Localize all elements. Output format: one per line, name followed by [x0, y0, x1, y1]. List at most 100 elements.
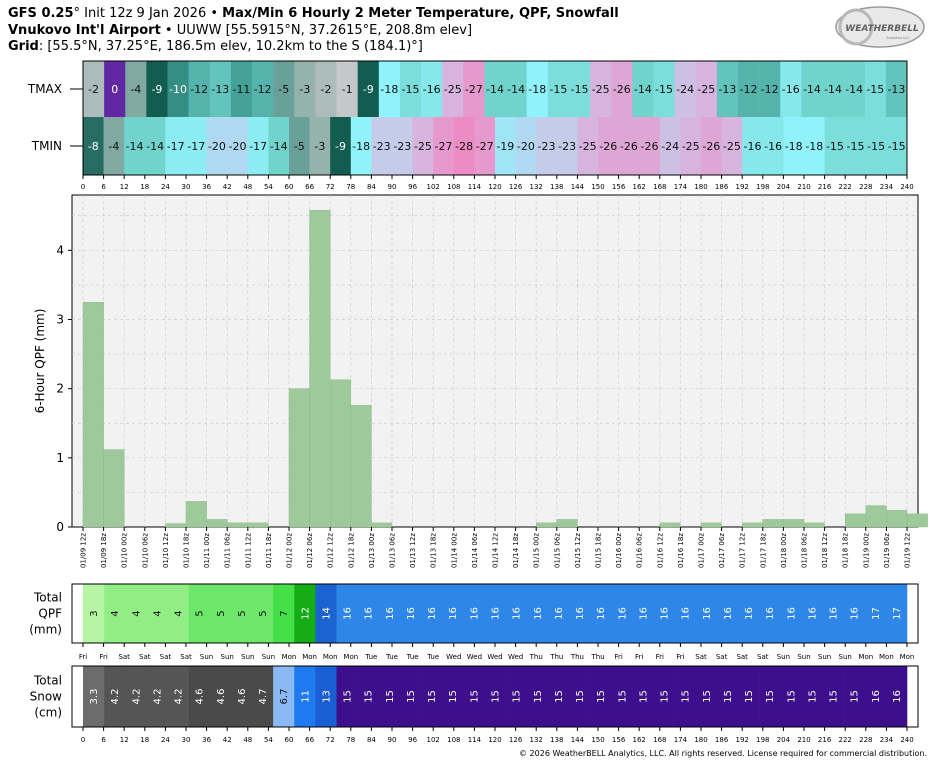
hour-tick-label: 228: [859, 736, 872, 744]
hour-tick-label: 120: [488, 736, 501, 744]
tmin-value: -18: [352, 140, 370, 153]
hour-tick-label: 36: [202, 736, 211, 744]
accum-cell: [695, 666, 718, 727]
qpf-bar: [226, 522, 248, 528]
tmin-value: -27: [435, 140, 453, 153]
tmin-value: -17: [187, 140, 205, 153]
accum-value: 4: [174, 610, 185, 616]
temp-cell: [804, 117, 825, 175]
accum-cell: [780, 666, 802, 727]
x-tick-label: 01/17 00z: [698, 533, 706, 568]
accum-label: Total: [33, 591, 62, 605]
tmax-value: -18: [380, 83, 398, 96]
accum-value: 17: [871, 607, 882, 620]
temp-cell: [484, 61, 506, 117]
accum-value: 16: [575, 607, 586, 620]
hour-tick-label: 66: [305, 183, 314, 191]
day-label: Fri: [614, 653, 622, 661]
x-tick-label: 01/12 18z: [347, 533, 355, 568]
tmax-value: -14: [507, 83, 525, 96]
tmin-value: -17: [167, 140, 185, 153]
hour-tick-label: 78: [346, 183, 355, 191]
accum-cell: [885, 666, 908, 727]
day-label: Mon: [323, 653, 338, 661]
temp-cell: [716, 61, 739, 117]
hour-tick-label: 48: [243, 736, 252, 744]
hour-tick-label: 162: [633, 183, 646, 191]
accum-value: 16: [892, 690, 903, 703]
tmax-value: -3: [299, 83, 310, 96]
accum-value: 7: [279, 610, 290, 616]
day-label: Sat: [139, 653, 151, 661]
x-tick-label: 01/13 18z: [430, 533, 438, 568]
x-tick-label: 01/09 12z: [80, 533, 88, 568]
accum-cell: [674, 584, 697, 643]
x-tick-label: 01/13 00z: [368, 533, 376, 568]
day-label: Mon: [879, 653, 894, 661]
qpf-bar: [762, 519, 784, 528]
hour-tick-label: 144: [571, 183, 585, 191]
tmin-value: -16: [764, 140, 782, 153]
temp-cell: [568, 61, 591, 117]
accum-cell: [568, 584, 591, 643]
hour-tick-label: 150: [591, 183, 604, 191]
accum-cell: [611, 666, 633, 727]
temp-cell: [701, 117, 722, 175]
tmax-value: -15: [402, 83, 420, 96]
y-tick-label: 3: [56, 313, 64, 327]
day-label: Fri: [676, 653, 684, 661]
accum-cell: [442, 584, 464, 643]
accum-cell: [822, 584, 844, 643]
temp-cell: [547, 61, 570, 117]
x-tick-label: 01/12 00z: [286, 533, 294, 568]
qpf-bar: [845, 513, 867, 528]
accum-value: 16: [638, 607, 649, 620]
temp-cell: [442, 61, 464, 117]
accum-value: 15: [596, 690, 607, 703]
hour-tick-label: 90: [388, 183, 397, 191]
hour-tick-label: 234: [880, 183, 894, 191]
x-tick-label: 01/16 12z: [656, 533, 664, 568]
accum-cell: [252, 584, 274, 643]
accum-cell: [146, 584, 168, 643]
hour-tick-label: 0: [81, 183, 85, 191]
hour-tick-label: 60: [285, 183, 294, 191]
accum-value: 4: [131, 610, 142, 616]
temp-cell: [124, 117, 146, 175]
tmin-value: -19: [496, 140, 514, 153]
accum-value: 16: [343, 607, 354, 620]
qpf-bar: [288, 388, 310, 528]
hour-tick-label: 102: [427, 183, 440, 191]
accum-value: 15: [343, 690, 354, 703]
accum-cell: [674, 666, 697, 727]
temp-cell: [742, 117, 764, 175]
day-label: Sat: [160, 653, 172, 661]
temp-cell: [83, 117, 104, 175]
tmin-value: -24: [661, 140, 679, 153]
day-label: Fri: [99, 653, 107, 661]
accum-value: 16: [554, 607, 565, 620]
tmax-value: -14: [803, 83, 821, 96]
x-tick-label: 01/11 18z: [265, 533, 273, 568]
tmin-value: -20: [517, 140, 535, 153]
accum-value: 16: [871, 690, 882, 703]
tmax-value: -5: [278, 83, 289, 96]
accum-value: 3: [89, 610, 100, 616]
temp-cell: [186, 117, 207, 175]
day-label: Tue: [385, 653, 398, 661]
temp-cell: [824, 117, 846, 175]
tmax-value: -15: [571, 83, 589, 96]
tmax-value: -25: [444, 83, 462, 96]
x-tick-label: 01/14 12z: [492, 533, 500, 568]
temp-cell: [463, 61, 485, 117]
hour-tick-label: 132: [530, 736, 543, 744]
day-label: Mon: [900, 653, 915, 661]
accum-value: 16: [491, 607, 502, 620]
hour-tick-label: 48: [243, 183, 252, 191]
temp-cell: [737, 61, 760, 117]
accum-value: 4.6: [237, 689, 248, 705]
hour-tick-label: 186: [715, 736, 729, 744]
qpf-bar: [330, 379, 352, 528]
accum-cell: [801, 666, 823, 727]
